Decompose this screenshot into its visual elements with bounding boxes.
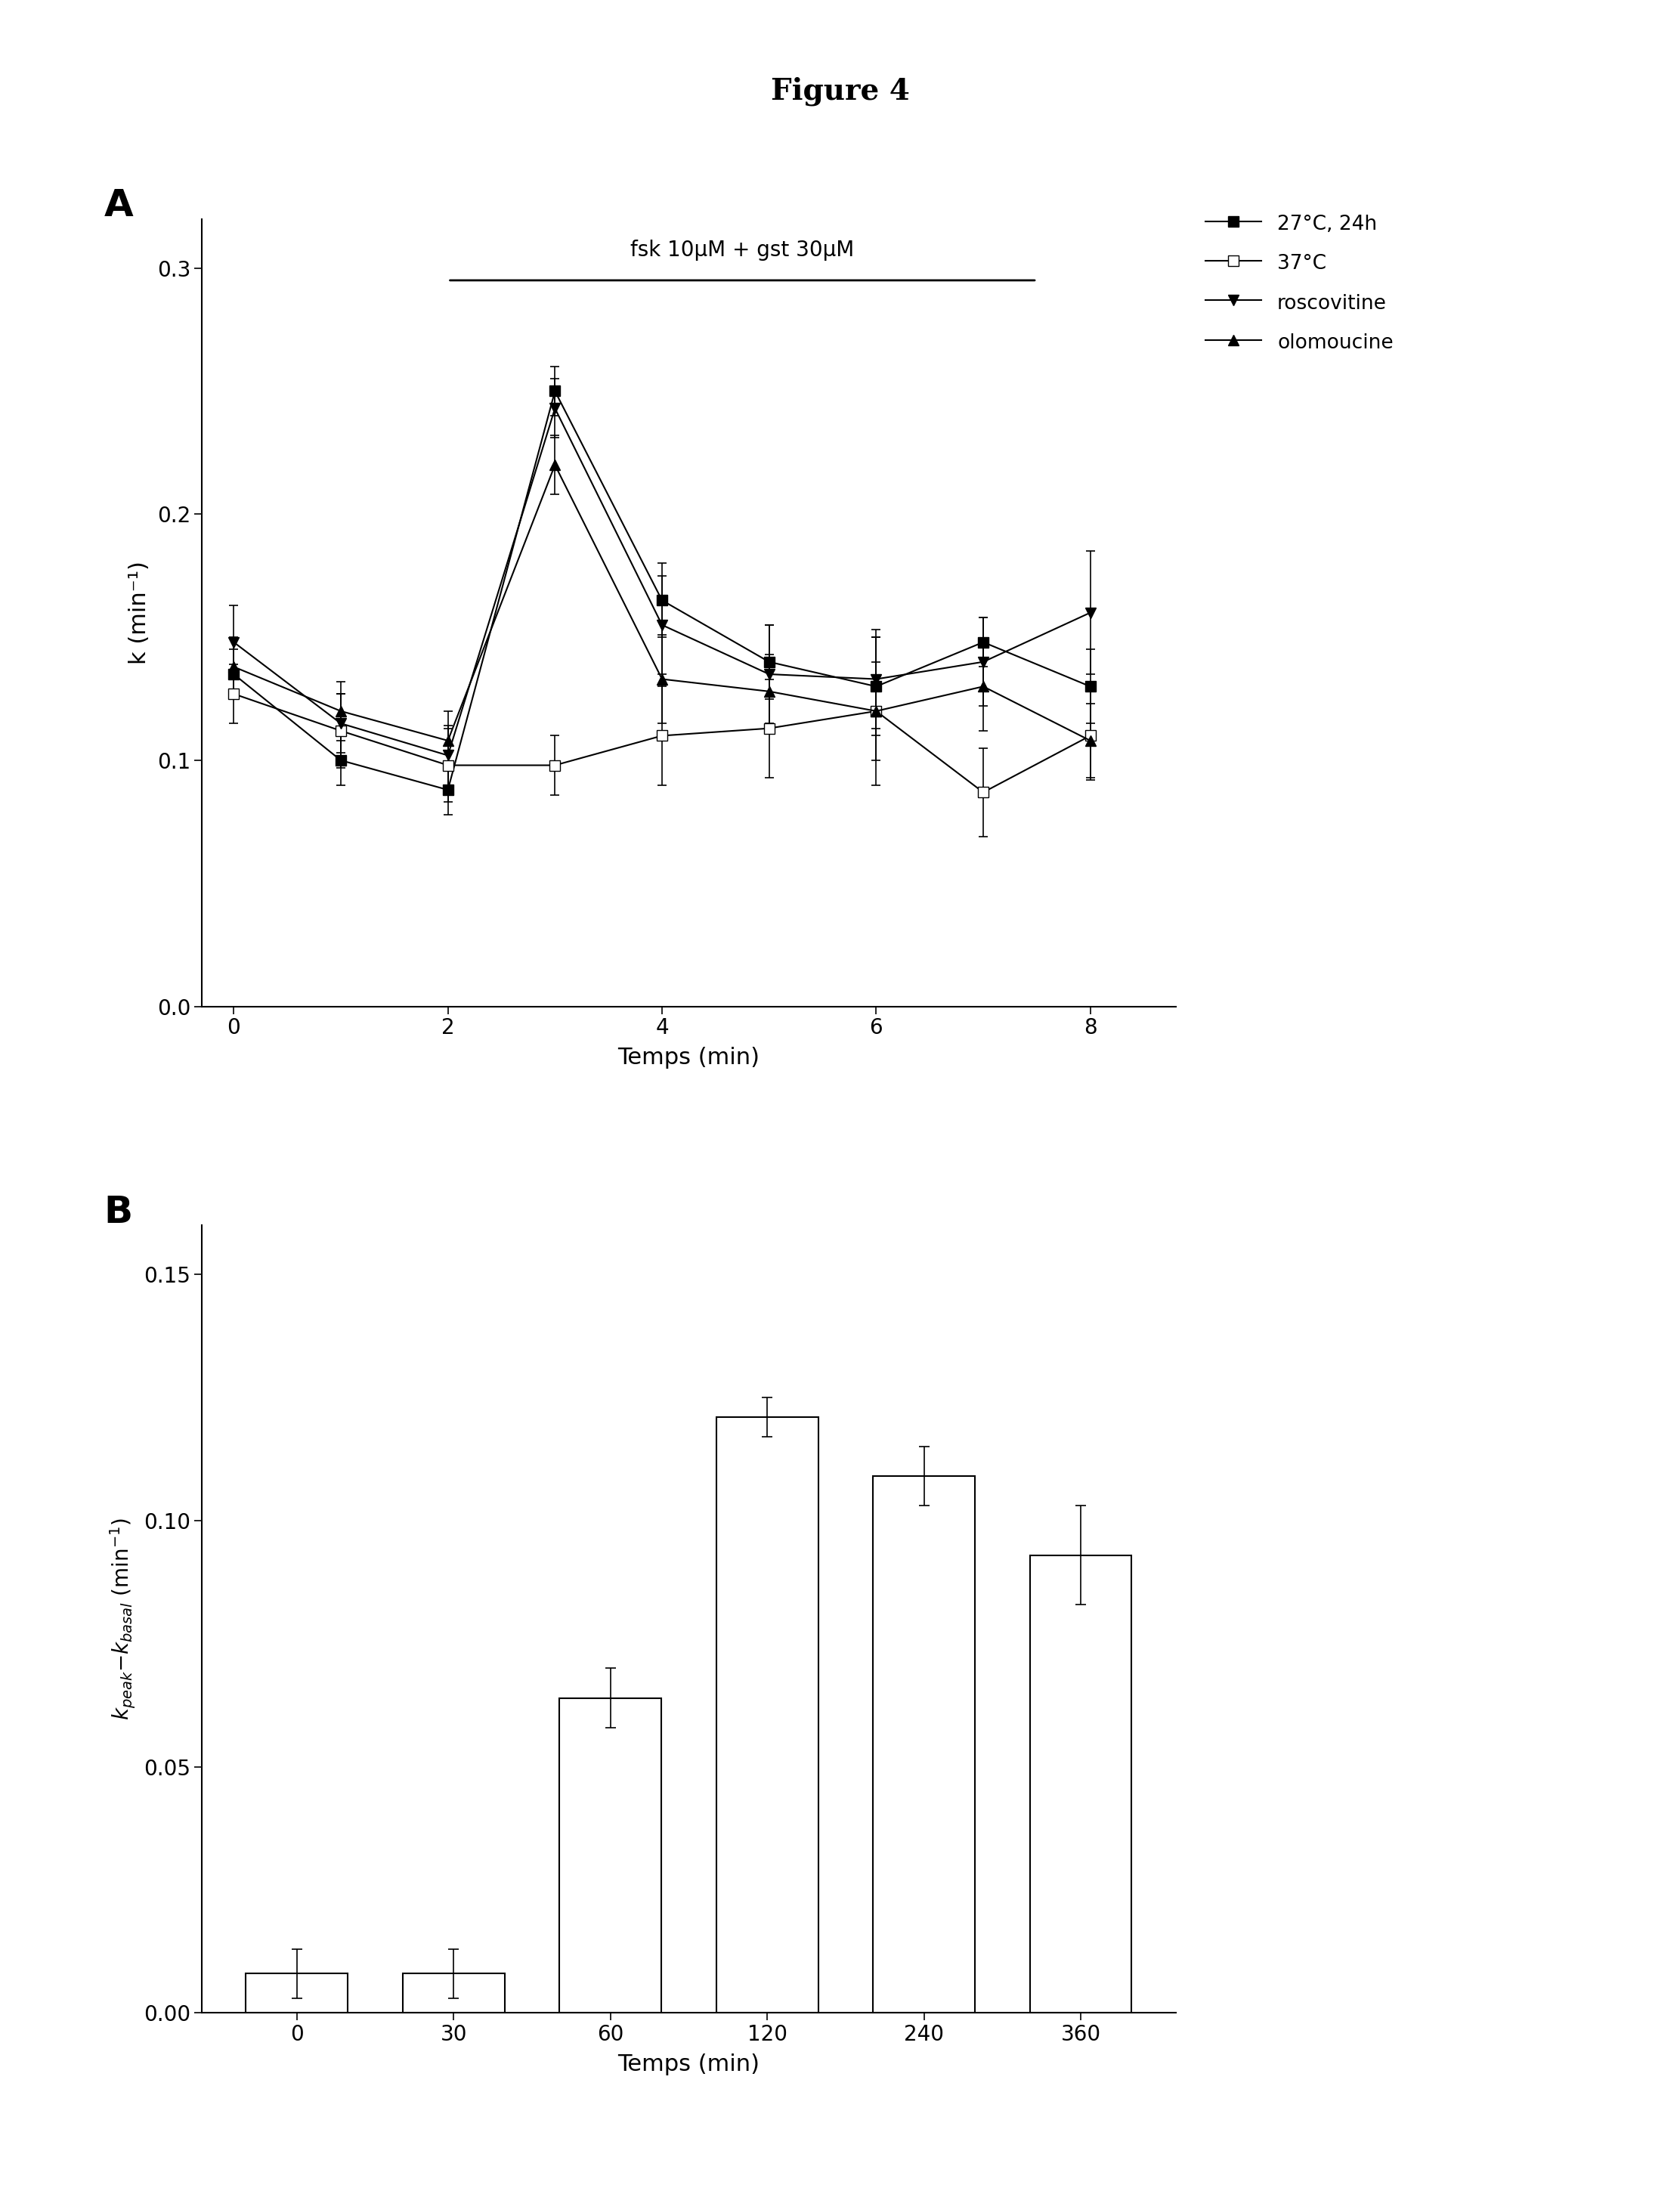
Text: Figure 4: Figure 4 (771, 77, 909, 105)
Text: fsk 10μM + gst 30μM: fsk 10μM + gst 30μM (630, 238, 855, 260)
Text: B: B (104, 1195, 133, 1230)
Legend: 27°C, 24h, 37°C, roscovitine, olomoucine: 27°C, 24h, 37°C, roscovitine, olomoucine (1206, 212, 1393, 352)
Bar (403, 1974, 504, 2013)
Bar (874, 1477, 974, 2013)
Y-axis label: $k_{peak}$$-$$k_{basal}$ (min$^{-1}$): $k_{peak}$$-$$k_{basal}$ (min$^{-1}$) (108, 1518, 138, 1720)
Bar (1030, 1556, 1132, 2013)
Text: A: A (104, 188, 133, 223)
Bar (559, 1698, 662, 2013)
X-axis label: Temps (min): Temps (min) (618, 2055, 759, 2076)
Bar (245, 1974, 348, 2013)
Y-axis label: k (min⁻¹): k (min⁻¹) (129, 560, 151, 665)
X-axis label: Temps (min): Temps (min) (618, 1048, 759, 1070)
Bar (716, 1418, 818, 2013)
